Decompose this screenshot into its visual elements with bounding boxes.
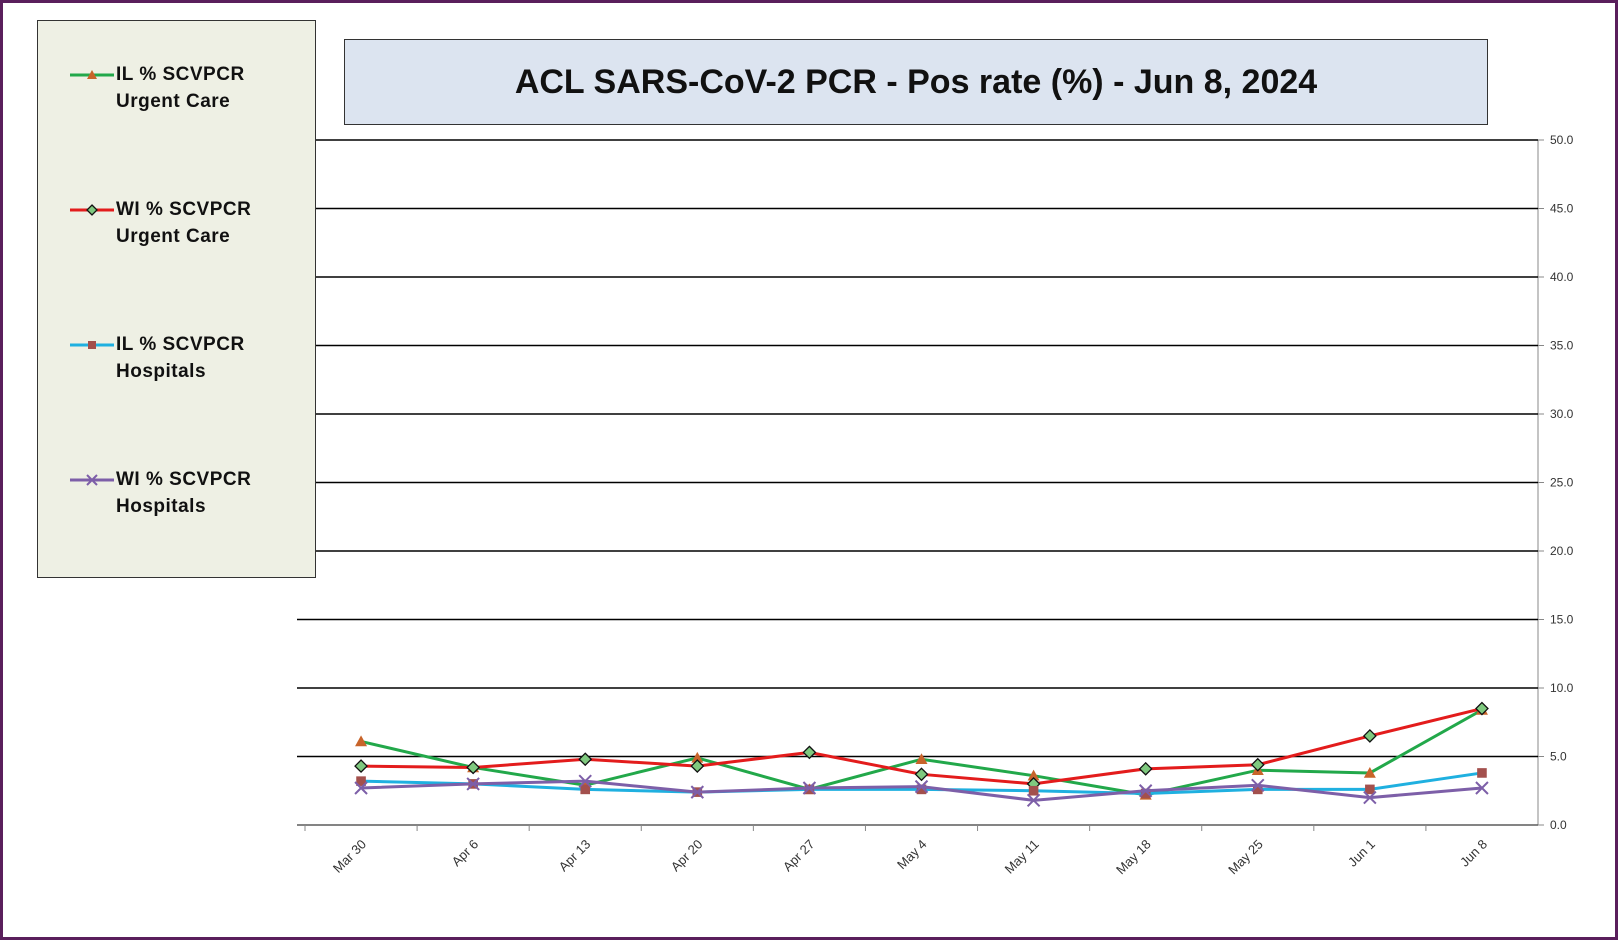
marker: [1252, 784, 1263, 795]
marker: [580, 784, 591, 795]
y-tick-label: 0.0: [1550, 818, 1567, 832]
marker: [1363, 790, 1377, 805]
y-tick-label: 50.0: [1550, 133, 1574, 147]
legend-label: IL % SCVPCR Urgent Care: [116, 64, 245, 112]
x-tick-label: Apr 27: [780, 837, 818, 875]
x-tick-label: Mar 30: [330, 837, 369, 876]
chart: 0.0 5.0 10.0 15.0 20.0 25.0 30.0 35.0 40.0 45.0 50…: [297, 133, 1574, 878]
marker: [466, 760, 481, 775]
marker: [915, 753, 928, 765]
y-tick-label: 25.0: [1550, 476, 1574, 490]
legend-item: WI % SCVPCR Urgent Care: [68, 196, 308, 250]
chart-title: ACL SARS-CoV-2 PCR - Pos rate (%) - Jun …: [514, 62, 1318, 101]
y-tick-label: 15.0: [1550, 613, 1574, 627]
x-tick-label: Apr 6: [449, 837, 482, 870]
marker: [1250, 757, 1265, 772]
marker: [1140, 788, 1151, 799]
legend-swatch: [70, 341, 114, 349]
marker: [87, 70, 97, 79]
legend-label: IL % SCVPCR Hospitals: [116, 334, 245, 382]
x-tick-label: Apr 13: [556, 837, 594, 875]
marker: [1028, 785, 1039, 796]
marker: [86, 474, 98, 486]
x-tick-label: May 11: [1002, 837, 1042, 877]
marker: [354, 759, 368, 774]
x-tick-label: May 18: [1113, 837, 1154, 878]
legend-item: WI % SCVPCR Hospitals: [68, 466, 308, 520]
marker: [914, 779, 929, 794]
y-tick-label: 10.0: [1550, 681, 1574, 695]
marker: [1475, 701, 1489, 716]
marker: [86, 204, 98, 216]
marker: [802, 781, 817, 795]
marker: [88, 341, 96, 349]
legend-item: IL % SCVPCR Urgent Care: [68, 61, 308, 115]
marker: [1027, 769, 1040, 781]
marker: [1251, 778, 1265, 792]
marker: [354, 781, 368, 795]
y-tick-label: 35.0: [1550, 339, 1574, 353]
y-tick-label: 20.0: [1550, 544, 1574, 558]
marker: [1138, 761, 1153, 776]
marker: [690, 785, 705, 799]
marker: [802, 745, 817, 760]
marker: [690, 759, 705, 774]
marker: [916, 784, 927, 795]
marker: [466, 777, 480, 791]
legend: IL % SCVPCR Urgent Care WI % SCVPCR Urgen…: [37, 20, 316, 578]
marker: [691, 751, 704, 763]
marker: [1138, 784, 1153, 798]
marker: [1365, 784, 1375, 795]
marker: [355, 735, 368, 747]
marker: [1363, 766, 1376, 778]
marker: [1026, 793, 1041, 808]
x-tick-label: Jun 8: [1457, 837, 1490, 870]
y-tick-label: 45.0: [1550, 202, 1574, 216]
title-box: ACL SARS-CoV-2 PCR - Pos rate (%) - Jun …: [344, 39, 1488, 125]
marker: [356, 776, 366, 786]
marker: [578, 752, 593, 767]
x-tick-label: May 4: [894, 837, 930, 873]
marker: [1362, 729, 1377, 743]
legend-item: IL % SCVPCR Hospitals: [68, 331, 308, 385]
legend-swatch: [70, 70, 114, 79]
marker: [1477, 768, 1487, 778]
x-tick-label: Apr 20: [668, 837, 706, 875]
legend-swatch: [70, 474, 114, 486]
legend-swatch: [70, 204, 114, 216]
x-tick-label: May 25: [1225, 837, 1266, 878]
x-tick-label: Jun 1: [1345, 837, 1378, 870]
marker: [914, 767, 929, 782]
marker: [578, 774, 592, 788]
y-tick-label: 5.0: [1550, 750, 1567, 764]
y-tick-label: 40.0: [1550, 270, 1574, 284]
legend-label: WI % SCVPCR Hospitals: [116, 469, 252, 517]
marker: [1475, 781, 1489, 795]
legend-label: WI % SCVPCR Urgent Care: [116, 199, 252, 247]
y-tick-label: 30.0: [1550, 407, 1574, 421]
